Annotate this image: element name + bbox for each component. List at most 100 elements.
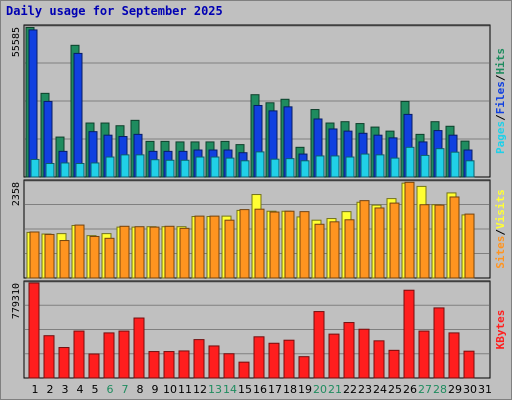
bar-sites-13 [209, 215, 220, 279]
bar-pages-7 [120, 154, 130, 178]
bar-sites-20 [314, 223, 325, 279]
bar-sites-27 [419, 204, 430, 279]
day-label-23: 23 [358, 383, 372, 396]
bar-kbytes-11 [178, 350, 190, 379]
bar-sites-18 [284, 210, 295, 279]
day-label-27: 27 [418, 383, 432, 396]
y-axis-title-part: / [494, 114, 507, 121]
bar-kbytes-17 [268, 342, 280, 379]
bar-pages-16 [255, 151, 265, 178]
bar-kbytes-19 [298, 356, 310, 379]
bar-pages-29 [450, 151, 460, 178]
bar-pages-23 [360, 153, 370, 178]
bar-sites-30 [464, 213, 475, 279]
bar-sites-15 [239, 209, 250, 279]
day-label-20: 20 [313, 383, 327, 396]
bar-pages-24 [375, 154, 385, 178]
bar-sites-21 [329, 221, 340, 279]
bar-kbytes-29 [448, 332, 460, 379]
day-label-22: 22 [343, 383, 357, 396]
bar-sites-17 [269, 211, 280, 279]
day-label-17: 17 [268, 383, 282, 396]
bar-sites-7 [119, 225, 130, 279]
bar-pages-5 [90, 162, 100, 178]
bar-kbytes-8 [133, 317, 145, 379]
day-label-29: 29 [448, 383, 462, 396]
y-axis-title-part: Files [494, 81, 507, 114]
y-axis-title: Pages/Files/Hits [494, 48, 507, 154]
bar-kbytes-9 [148, 351, 160, 379]
day-label-16: 16 [253, 383, 267, 396]
bar-sites-23 [359, 200, 370, 279]
bar-pages-13 [210, 156, 220, 178]
y-max-label: 779310 [11, 283, 22, 319]
bar-files-1 [28, 29, 38, 178]
y-axis-title-part: Visits [494, 189, 507, 229]
bar-sites-16 [254, 208, 265, 279]
bar-kbytes-10 [163, 351, 175, 379]
day-label-9: 9 [152, 383, 159, 396]
bar-kbytes-2 [43, 335, 55, 379]
bar-kbytes-20 [313, 311, 325, 379]
bar-pages-12 [195, 156, 205, 178]
y-axis-title-part: Hits [494, 48, 507, 75]
bar-kbytes-16 [253, 336, 265, 379]
bar-sites-1 [29, 231, 40, 279]
day-label-1: 1 [32, 383, 39, 396]
y-axis-title: KBytes [494, 310, 507, 350]
bar-kbytes-15 [238, 361, 250, 379]
day-label-21: 21 [328, 383, 342, 396]
bar-sites-22 [344, 219, 355, 279]
y-axis-title-part: / [494, 74, 507, 81]
bar-kbytes-30 [463, 350, 475, 379]
bar-pages-1 [30, 158, 40, 178]
bar-sites-26 [404, 181, 415, 279]
bar-sites-9 [149, 226, 160, 279]
bar-pages-8 [135, 154, 145, 178]
bar-kbytes-3 [58, 347, 70, 379]
day-label-13: 13 [208, 383, 222, 396]
day-label-14: 14 [223, 383, 237, 396]
bar-sites-19 [299, 211, 310, 279]
bar-kbytes-18 [283, 339, 295, 379]
bar-pages-26 [405, 146, 415, 178]
bar-kbytes-26 [403, 289, 415, 379]
bar-pages-27 [420, 154, 430, 178]
bar-kbytes-4 [73, 330, 85, 379]
bar-pages-14 [225, 157, 235, 178]
bar-sites-12 [194, 215, 205, 279]
bar-kbytes-24 [373, 340, 385, 379]
bar-kbytes-14 [223, 353, 235, 379]
y-max-label: 55585 [11, 27, 22, 57]
day-label-2: 2 [47, 383, 54, 396]
y-axis-title: Sites/Visits [494, 189, 507, 269]
bar-pages-28 [435, 148, 445, 178]
bar-kbytes-1 [28, 282, 40, 379]
bar-kbytes-23 [358, 328, 370, 379]
day-label-30: 30 [463, 383, 477, 396]
bar-kbytes-28 [433, 307, 445, 379]
bar-sites-5 [89, 235, 100, 279]
bar-sites-8 [134, 226, 145, 279]
bar-pages-11 [180, 159, 190, 178]
day-label-11: 11 [178, 383, 192, 396]
day-label-5: 5 [92, 383, 99, 396]
day-label-31: 31 [478, 383, 492, 396]
bar-pages-2 [45, 163, 55, 178]
bar-pages-6 [105, 156, 115, 178]
day-label-7: 7 [122, 383, 129, 396]
chart-title: Daily usage for September 2025 [6, 4, 223, 18]
bar-sites-6 [104, 237, 115, 279]
bar-pages-9 [150, 159, 160, 178]
bar-pages-10 [165, 159, 175, 178]
bar-pages-21 [330, 155, 340, 178]
bar-kbytes-22 [343, 322, 355, 379]
day-label-28: 28 [433, 383, 447, 396]
bar-sites-29 [449, 196, 460, 279]
bar-pages-19 [300, 160, 310, 178]
y-axis-title-part: / [494, 229, 507, 236]
bar-sites-28 [434, 204, 445, 279]
day-label-26: 26 [403, 383, 417, 396]
bar-pages-18 [285, 158, 295, 178]
